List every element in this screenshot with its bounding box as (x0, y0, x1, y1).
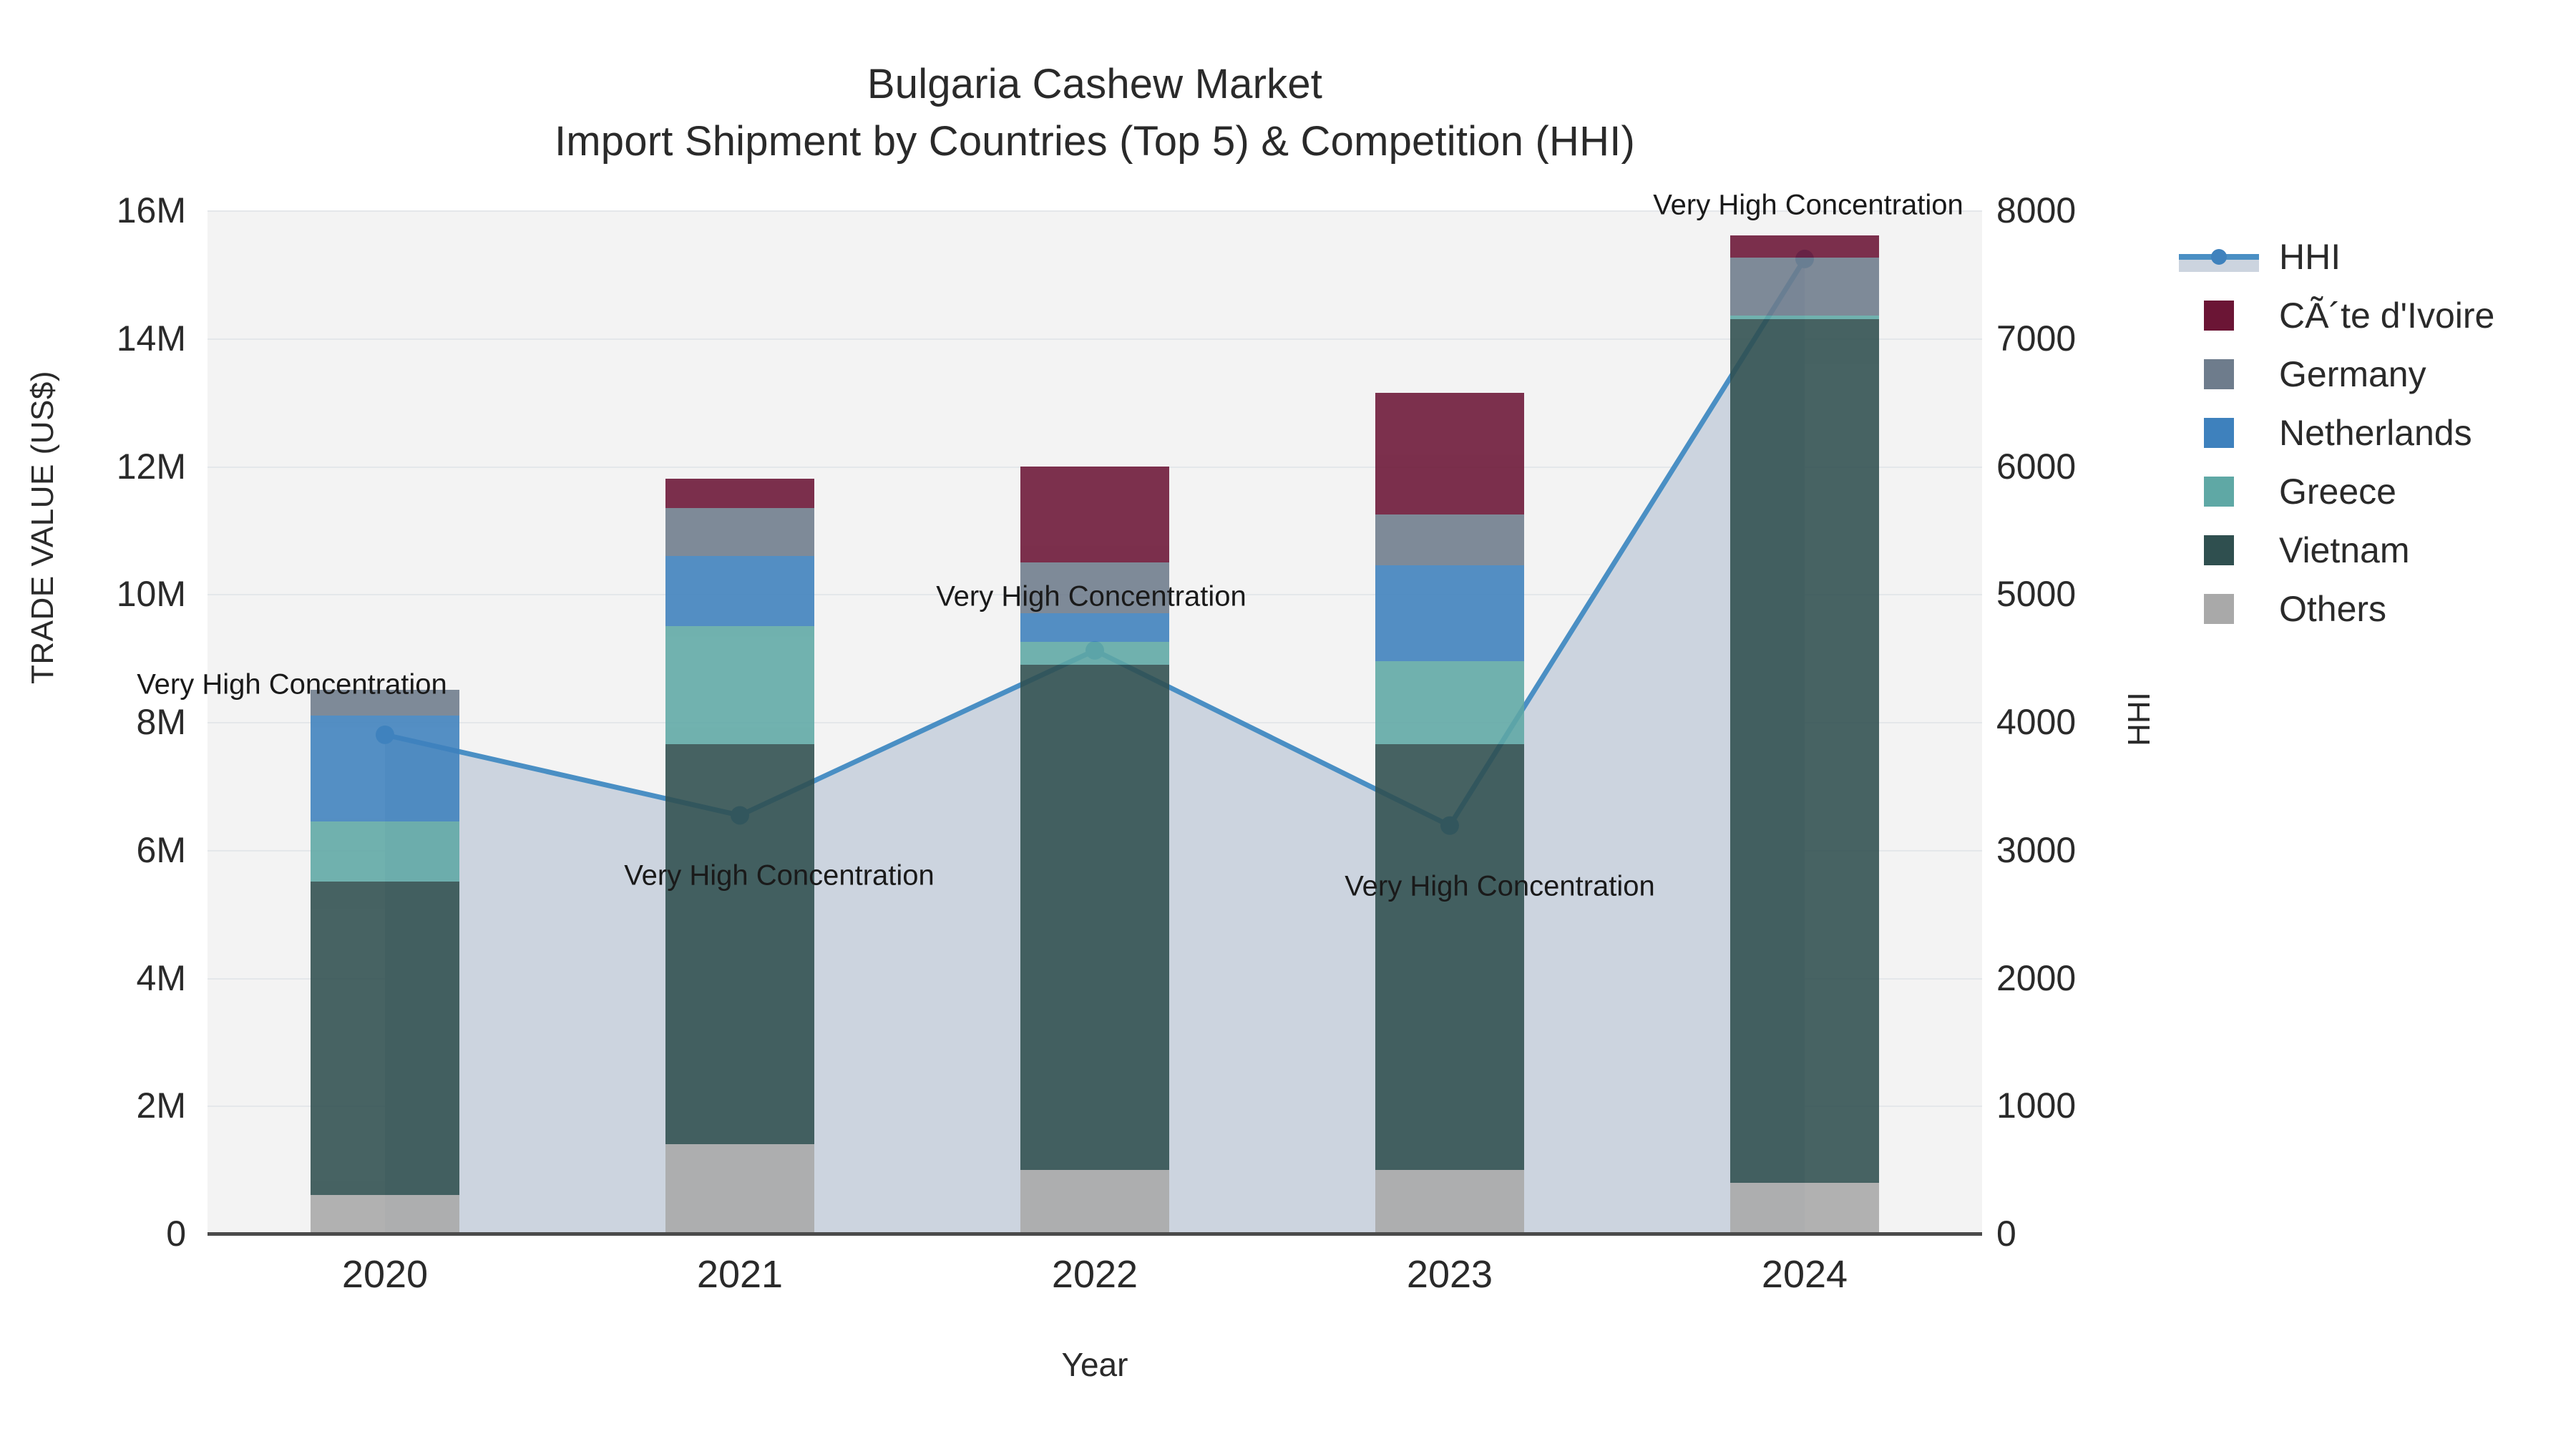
bar-segment[interactable] (1020, 1169, 1170, 1234)
bar-segment[interactable] (1020, 642, 1170, 665)
y-tick-label-right: 5000 (1996, 574, 2077, 615)
y-axis-right-title: HHI (2122, 692, 2157, 746)
page-title: Bulgaria Cashew Market (867, 61, 1323, 107)
y-tick-label-left: 10M (116, 574, 186, 615)
bar-segment[interactable] (665, 555, 815, 626)
x-tick-label: 2021 (696, 1253, 784, 1296)
bar-segment[interactable] (1375, 565, 1525, 662)
bar-segment[interactable] (1375, 1169, 1525, 1234)
y-tick-label-left: 6M (136, 829, 186, 870)
bar-segment[interactable] (1375, 392, 1525, 514)
y-axis-right-ticks: 0 1000 2000 3000 4000 5000 6000 7000 8000 (1996, 190, 2140, 1254)
concentration-annotation: Very High Concentration (624, 859, 935, 892)
gridline-right (208, 338, 1982, 340)
legend-item-label: Vietnam (2279, 530, 2410, 570)
bar-segment[interactable] (310, 882, 460, 1196)
legend-item[interactable]: CÃ´te d'Ivoire (2179, 295, 2494, 336)
legend-item[interactable]: Others (2179, 588, 2494, 630)
bar-segment[interactable] (1020, 613, 1170, 643)
bar-segment[interactable] (665, 1143, 815, 1234)
bar-segment[interactable] (1375, 514, 1525, 566)
legend-item[interactable]: Vietnam (2179, 530, 2494, 571)
y-tick-label-left: 8M (136, 702, 186, 742)
y-tick-label-right: 1000 (1996, 1085, 2077, 1126)
legend-item[interactable]: Netherlands (2179, 412, 2494, 454)
concentration-annotation: Very High Concentration (1653, 189, 1963, 221)
legend: HHI CÃ´te d'Ivoire Germany Netherlands Greec… (2179, 236, 2494, 630)
legend-item[interactable]: Greece (2179, 471, 2494, 512)
y-tick-label-right: 3000 (1996, 829, 2077, 870)
x-axis-line (208, 1232, 1982, 1236)
legend-swatch-icon (2204, 418, 2234, 448)
bar-segment[interactable] (1729, 258, 1880, 316)
y-tick-label-right: 4000 (1996, 702, 2077, 742)
legend-item-label: Greece (2279, 472, 2396, 512)
plot-area (208, 210, 1982, 1234)
gridline-right (208, 210, 1982, 212)
legend-item[interactable]: Germany (2179, 353, 2494, 395)
y-tick-label-right: 7000 (1996, 318, 2077, 358)
x-tick-label: 2024 (1761, 1253, 1848, 1296)
bar-segment[interactable] (1729, 318, 1880, 1183)
y-tick-label-left: 14M (116, 318, 186, 358)
legend-item-label: Others (2279, 589, 2387, 629)
y-tick-label-left: 0 (166, 1214, 186, 1254)
bar-segment[interactable] (665, 507, 815, 556)
concentration-annotation: Very High Concentration (936, 580, 1246, 613)
bar-stack[interactable] (310, 210, 460, 1234)
bar-segment[interactable] (665, 479, 815, 508)
y-tick-label-left: 4M (136, 957, 186, 998)
legend-swatch-icon (2204, 477, 2234, 507)
chart-subtitle: Import Shipment by Countries (Top 5) & C… (554, 118, 1636, 165)
y-tick-label-left: 16M (116, 190, 186, 230)
bar-stack[interactable] (1375, 210, 1525, 1234)
legend-item-label: CÃ´te d'Ivoire (2279, 296, 2495, 336)
x-tick-label: 2022 (1051, 1253, 1138, 1296)
bar-segment[interactable] (310, 1195, 460, 1234)
x-tick-label: 2023 (1406, 1253, 1493, 1296)
y-tick-label-right: 6000 (1996, 446, 2077, 487)
bar-segment[interactable] (310, 716, 460, 821)
bar-segment[interactable] (1020, 562, 1170, 614)
legend-item-label: HHI (2279, 237, 2341, 277)
bar-segment[interactable] (1020, 664, 1170, 1170)
concentration-annotation: Very High Concentration (137, 668, 447, 701)
legend-line-icon (2179, 242, 2259, 272)
legend-swatch-icon (2204, 535, 2234, 565)
bar-segment[interactable] (1729, 315, 1880, 319)
legend-swatch-icon (2204, 359, 2234, 389)
bar-segment[interactable] (665, 744, 815, 1144)
bar-segment[interactable] (310, 821, 460, 882)
bar-segment[interactable] (1729, 1182, 1880, 1234)
concentration-annotation: Very High Concentration (1345, 870, 1655, 902)
legend-item[interactable]: HHI (2179, 236, 2494, 278)
y-tick-label-right: 8000 (1996, 190, 2077, 230)
y-tick-label-left: 12M (116, 446, 186, 487)
bar-segment[interactable] (310, 690, 460, 716)
y-tick-label-right: 2000 (1996, 957, 2077, 998)
y-tick-label-left: 2M (136, 1085, 186, 1126)
bar-segment[interactable] (1020, 466, 1170, 562)
bar-segment[interactable] (1375, 661, 1525, 745)
x-axis-title: Year (1061, 1346, 1128, 1383)
y-axis-left-title: TRADE VALUE (US$) (25, 371, 60, 684)
y-axis-left-ticks: 0 2M 4M 6M 8M 10M 12M 14M 16M (50, 190, 186, 1254)
x-tick-label: 2020 (341, 1253, 429, 1296)
chart-title-block: Bulgaria Cashew Market Import Shipment b… (0, 56, 2190, 170)
bar-segment[interactable] (1375, 744, 1525, 1170)
bar-stack[interactable] (1729, 210, 1880, 1234)
legend-swatch-icon (2204, 301, 2234, 331)
bar-segment[interactable] (1729, 235, 1880, 258)
legend-item-label: Netherlands (2279, 413, 2472, 453)
bar-stack[interactable] (665, 210, 815, 1234)
legend-item-label: Germany (2279, 354, 2426, 394)
y-tick-label-right: 0 (1996, 1214, 2016, 1254)
bar-segment[interactable] (665, 625, 815, 745)
legend-swatch-icon (2204, 594, 2234, 624)
bar-stack[interactable] (1020, 210, 1170, 1234)
